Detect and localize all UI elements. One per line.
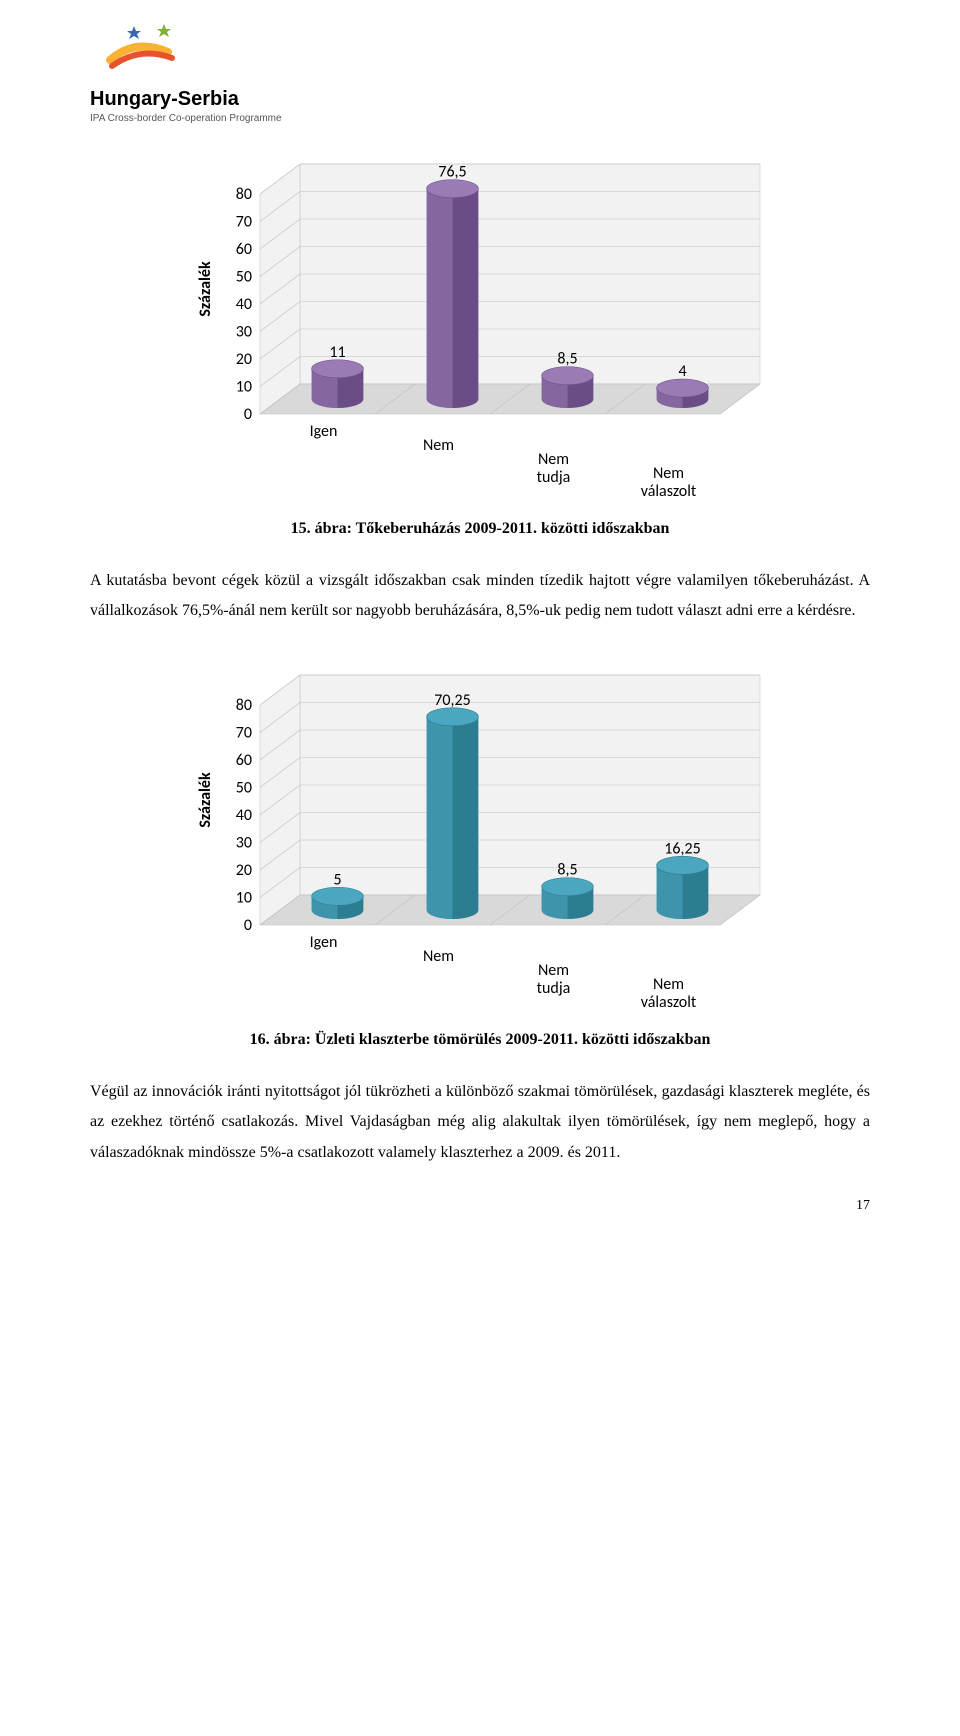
svg-text:30: 30	[236, 323, 252, 342]
logo-graphic	[90, 20, 210, 84]
svg-text:0: 0	[244, 405, 252, 424]
svg-text:válaszolt: válaszolt	[641, 993, 697, 1012]
svg-text:Igen: Igen	[310, 422, 338, 441]
svg-text:tudja: tudja	[537, 468, 571, 487]
svg-text:8,5: 8,5	[557, 350, 577, 369]
svg-text:Százalék: Százalék	[196, 261, 215, 317]
logo-block: Hungary-Serbia IPA Cross-border Co-opera…	[90, 20, 350, 124]
svg-text:10: 10	[236, 378, 252, 397]
caption-2: 16. ábra: Üzleti klaszterbe tömörülés 20…	[90, 1031, 870, 1049]
svg-text:40: 40	[236, 806, 252, 825]
svg-text:76,5: 76,5	[438, 163, 466, 182]
svg-text:válaszolt: válaszolt	[641, 482, 697, 501]
chart-1: 0 10 20 30 40 50 60 70 80 Százalék 11 Igen 76,5 Nem 8,…	[180, 144, 780, 504]
paragraph-2: Végül az innovációk iránti nyitottságot …	[90, 1077, 870, 1168]
svg-text:80: 80	[236, 185, 252, 204]
svg-text:70,25: 70,25	[434, 691, 470, 710]
svg-text:70: 70	[236, 213, 252, 232]
svg-text:Nem: Nem	[538, 961, 569, 980]
chart-2: 0 10 20 30 40 50 60 70 80 Százalék 5 Igen 70,25 Nem 8,…	[180, 655, 780, 1015]
svg-text:Százalék: Százalék	[196, 772, 215, 828]
svg-text:60: 60	[236, 751, 252, 770]
svg-text:10: 10	[236, 888, 252, 907]
svg-text:Nem: Nem	[423, 436, 454, 455]
svg-text:Nem: Nem	[653, 975, 684, 994]
svg-text:16,25: 16,25	[664, 839, 700, 858]
svg-text:4: 4	[678, 362, 686, 381]
page-number: 17	[90, 1198, 870, 1214]
svg-text:Nem: Nem	[538, 450, 569, 469]
svg-text:30: 30	[236, 833, 252, 852]
svg-text:50: 50	[236, 268, 252, 287]
svg-text:8,5: 8,5	[557, 860, 577, 879]
svg-text:70: 70	[236, 723, 252, 742]
svg-text:Nem: Nem	[653, 464, 684, 483]
svg-text:40: 40	[236, 295, 252, 314]
svg-text:Igen: Igen	[310, 933, 338, 952]
svg-text:20: 20	[236, 861, 252, 880]
svg-text:5: 5	[333, 870, 341, 889]
svg-text:0: 0	[244, 916, 252, 935]
logo-subtitle: IPA Cross-border Co-operation Programme	[90, 113, 350, 124]
svg-text:50: 50	[236, 778, 252, 797]
svg-text:80: 80	[236, 696, 252, 715]
svg-text:Nem: Nem	[423, 947, 454, 966]
svg-text:60: 60	[236, 240, 252, 259]
svg-text:tudja: tudja	[537, 979, 571, 998]
logo-title: Hungary-Serbia	[90, 88, 350, 111]
paragraph-1: A kutatásba bevont cégek közül a vizsgál…	[90, 566, 870, 627]
svg-text:11: 11	[329, 343, 345, 362]
svg-text:20: 20	[236, 350, 252, 369]
caption-1: 15. ábra: Tőkeberuházás 2009-2011. közöt…	[90, 520, 870, 538]
